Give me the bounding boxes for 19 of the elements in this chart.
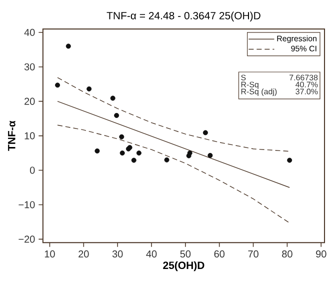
x-axis-title: 25(OH)D bbox=[163, 262, 204, 272]
x-tick-label: 80 bbox=[282, 250, 292, 258]
chart-title: TNF-α = 24.48 - 0.3647 25(OH)D bbox=[106, 12, 260, 22]
x-tick-label: 20 bbox=[78, 250, 89, 258]
y-tick-label: 30 bbox=[24, 64, 35, 71]
y-tick-label: 10 bbox=[24, 132, 35, 140]
x-tick-label: 50 bbox=[180, 250, 191, 258]
x-tick-label: 70 bbox=[248, 250, 258, 258]
y-tick-label: −20 bbox=[18, 236, 35, 243]
y-axis-title: TNF-α bbox=[8, 120, 16, 152]
y-tick-label: 0 bbox=[30, 166, 35, 174]
x-tick-label: 90 bbox=[316, 250, 326, 258]
x-tick-label: 10 bbox=[44, 250, 55, 258]
y-tick-label: −10 bbox=[18, 201, 35, 208]
y-tick-label: 20 bbox=[24, 98, 35, 106]
x-tick-label: 30 bbox=[112, 250, 123, 258]
x-tick-label: 40 bbox=[146, 250, 157, 258]
x-tick-label: 60 bbox=[214, 250, 225, 258]
y-tick-label: 40 bbox=[24, 29, 35, 36]
